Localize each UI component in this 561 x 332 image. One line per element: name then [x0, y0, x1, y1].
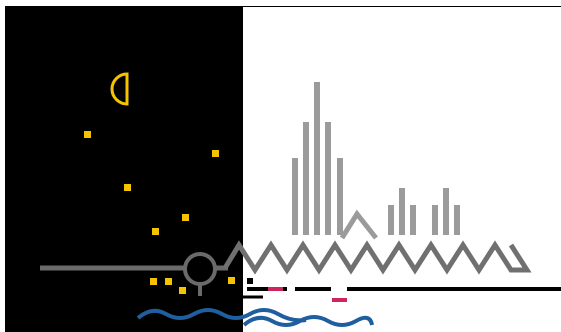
star-icon [84, 131, 91, 138]
moon-icon [110, 72, 129, 106]
star-icon [150, 278, 157, 285]
road-gap [331, 285, 347, 293]
wave-line [242, 315, 374, 327]
skyline-group [292, 82, 460, 235]
zigzag-line [222, 240, 532, 275]
skyline-bar [314, 82, 320, 235]
skyline-peak [339, 209, 378, 240]
skyline-bar [388, 205, 394, 235]
star-icon [152, 228, 159, 235]
road-marker [268, 287, 283, 291]
skyline-bar [432, 205, 438, 235]
skyline-bar [443, 188, 449, 235]
road-marker [332, 298, 347, 302]
skyline-bar [454, 205, 460, 235]
skyline-bar [399, 188, 405, 235]
wave-line [136, 308, 307, 323]
stars-group [84, 131, 235, 294]
night-sky-panel [5, 6, 243, 332]
road-gap [287, 285, 295, 293]
star-icon [228, 277, 235, 284]
road-dot [247, 278, 253, 284]
skyline-bar [410, 205, 416, 235]
skyline-bar [337, 158, 343, 235]
star-icon [124, 184, 131, 191]
star-icon [165, 278, 172, 285]
skyline-bar [292, 158, 298, 235]
star-icon [212, 150, 219, 157]
star-icon [179, 287, 186, 294]
star-icon [182, 214, 189, 221]
day-panel [243, 6, 561, 332]
skyline-bar [303, 122, 309, 235]
skyline-bar [325, 122, 331, 235]
